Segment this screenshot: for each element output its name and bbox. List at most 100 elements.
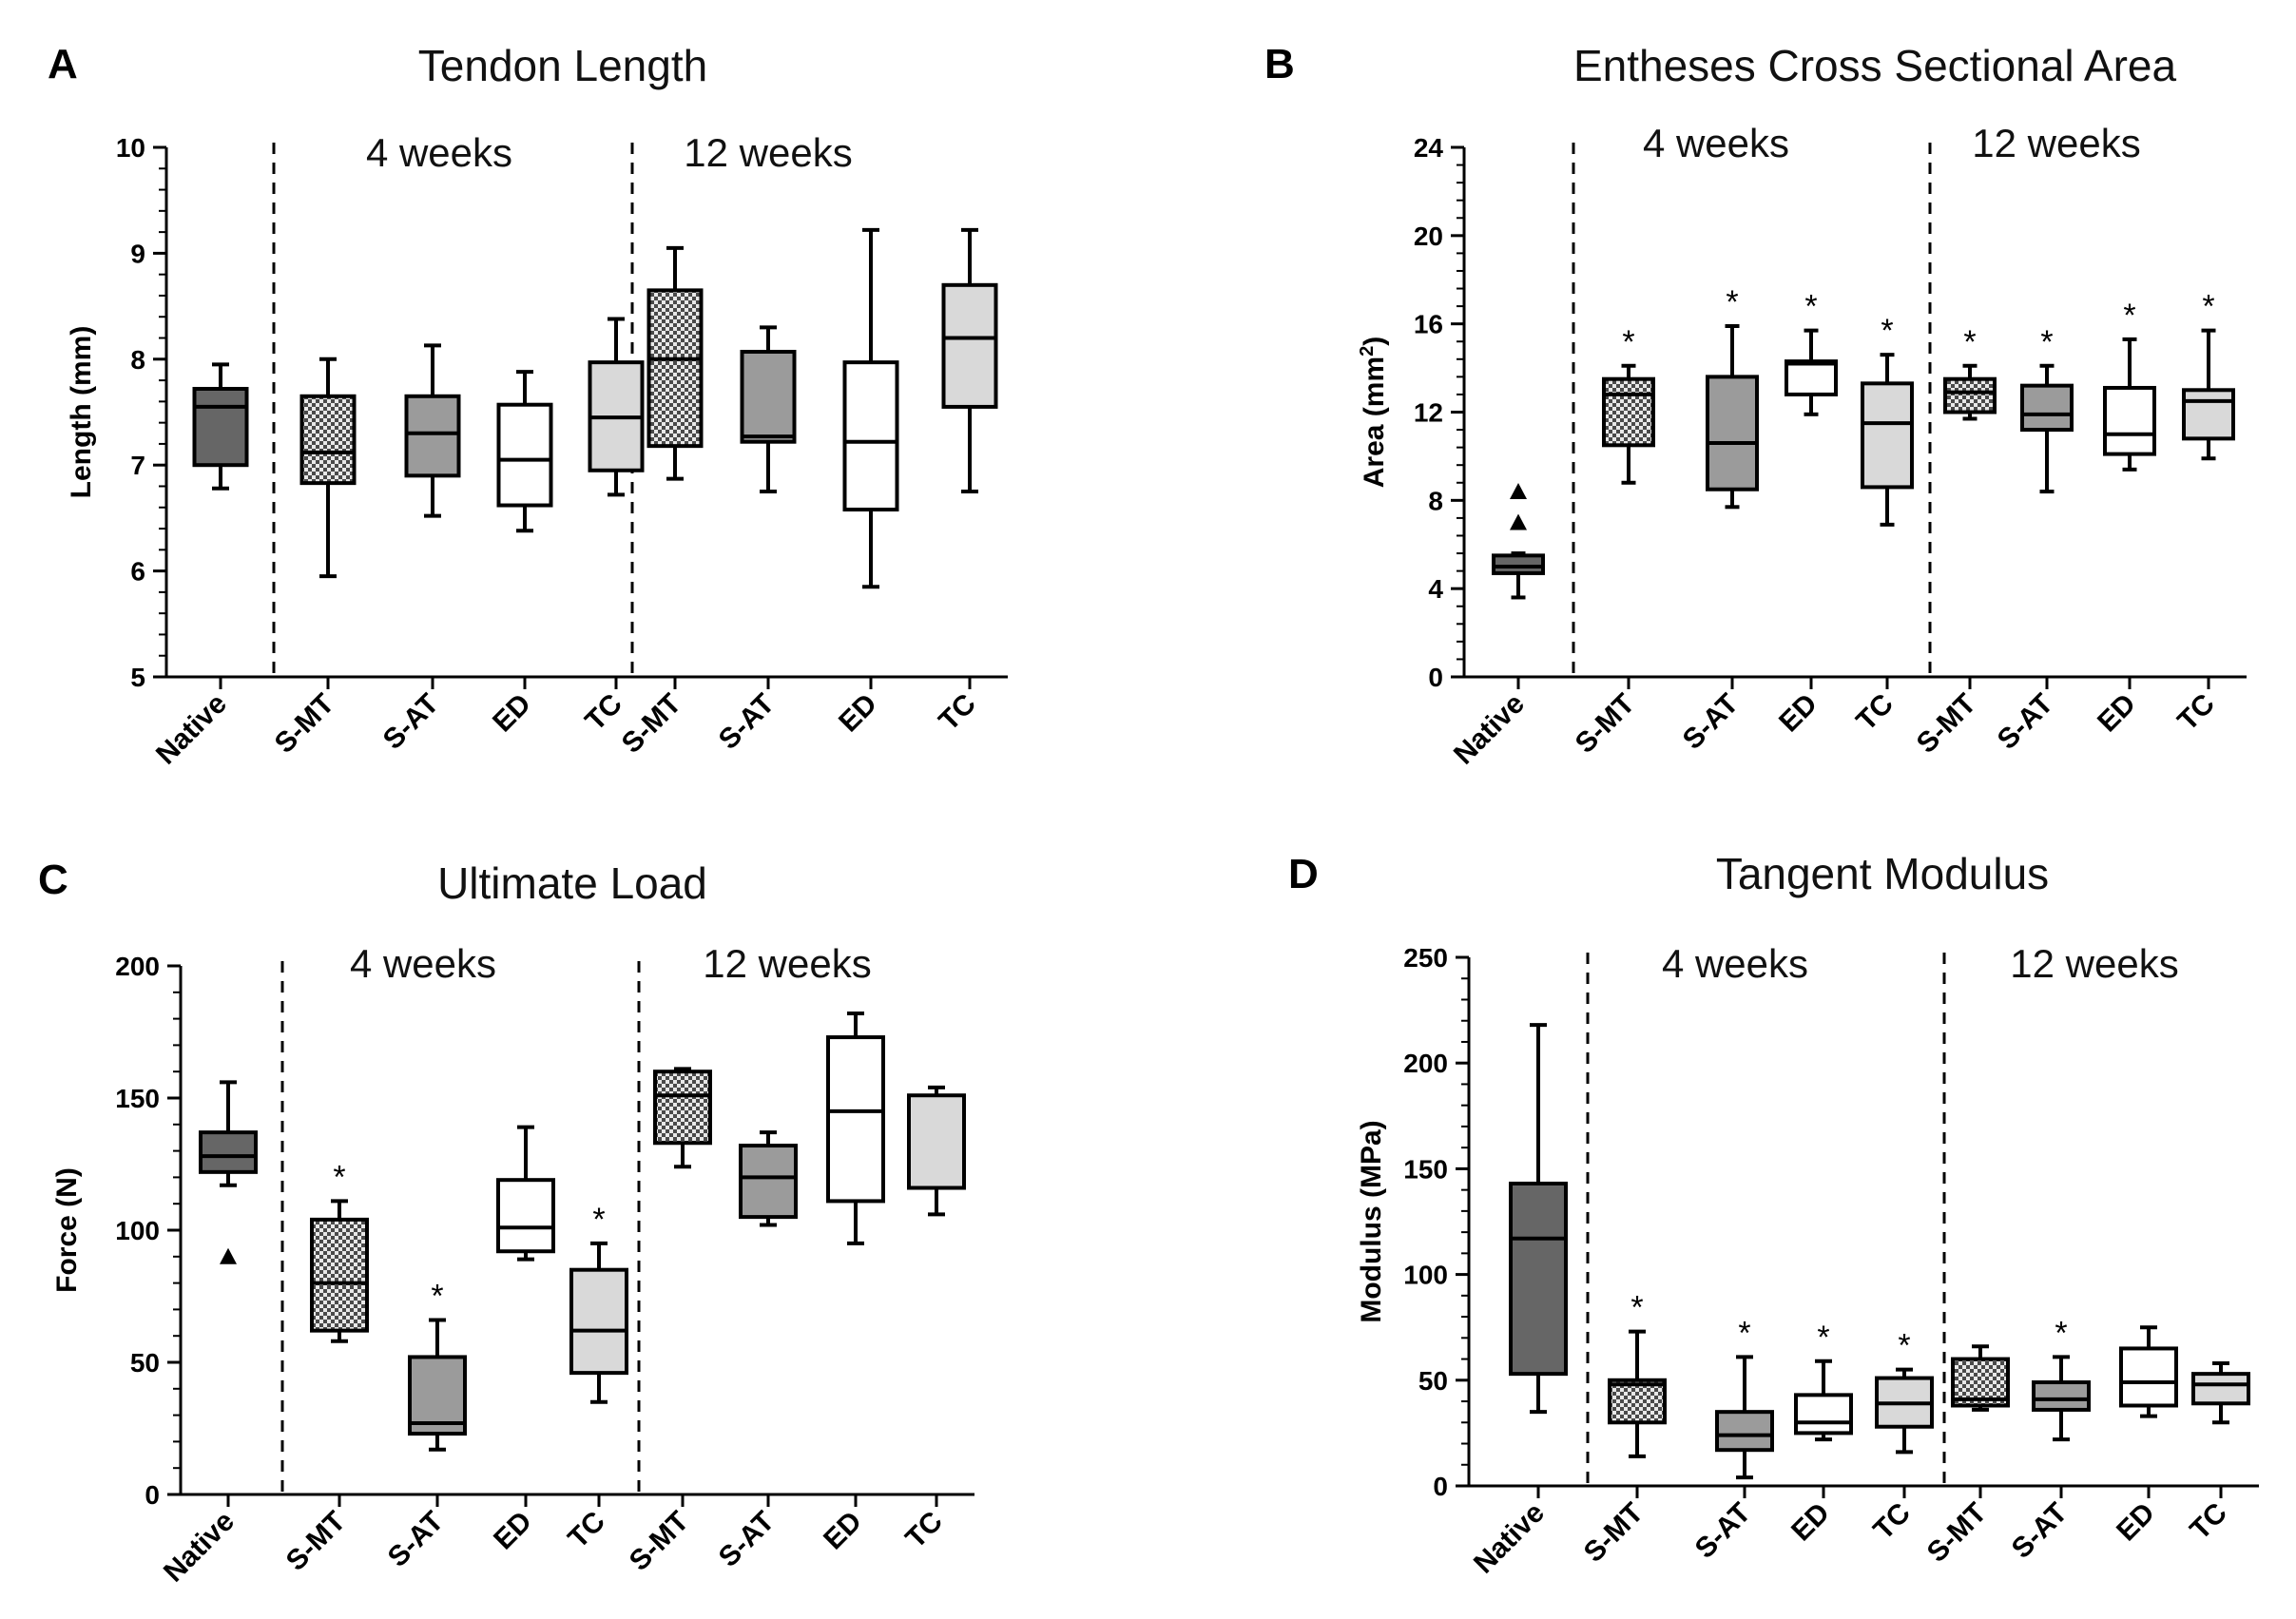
x-tick-label: S-MT	[624, 1506, 695, 1577]
outlier-marker	[1510, 483, 1527, 500]
box-iqr	[299, 394, 357, 486]
box-s-at: * S-AT	[1992, 324, 2074, 756]
y-tick-label: 16	[1414, 310, 1443, 339]
y-tick-label: 7	[130, 451, 145, 480]
y-tick-label: 5	[130, 663, 145, 692]
y-axis-label-text: Length (mm)	[66, 326, 97, 499]
x-tick-label: S-MT	[1570, 688, 1641, 760]
chart-title: Ultimate Load	[437, 858, 707, 908]
group-label: 4 weeks	[1643, 121, 1789, 165]
group-label: 12 weeks	[2010, 941, 2178, 986]
box-native: Native	[1448, 483, 1545, 771]
significance-star: *	[1630, 1290, 1643, 1326]
box-ed: * ED	[2092, 298, 2156, 738]
chart-panel-d: D Tangent Modulus 0 50 100 150 200 250 Modulus (…	[1288, 849, 2259, 1580]
x-tick-label: S-AT	[713, 1506, 781, 1573]
box-ed: * ED	[1773, 289, 1838, 739]
y-tick-label: 50	[1418, 1366, 1448, 1396]
box-iqr	[192, 386, 249, 468]
box-ed: ED	[833, 227, 899, 739]
group-label: 12 weeks	[703, 941, 871, 986]
box-iqr	[653, 1070, 712, 1146]
box-tc: TC	[899, 1085, 966, 1555]
chart-panel-c: C Ultimate Load 0 50 100 150 200 Force (N) 4 wee…	[38, 857, 974, 1589]
chart-panel-a: A Tendon Length 5 6 7 8 9 10 Length (mm) 4 weeks 1…	[48, 41, 1008, 771]
x-tick-label: ED	[833, 688, 883, 739]
box-iqr	[2191, 1372, 2250, 1406]
x-tick-label: ED	[1773, 688, 1823, 739]
y-axis-label: Modulus (MPa)	[1356, 1120, 1387, 1322]
significance-star: *	[1963, 324, 1976, 360]
chart-title: Tendon Length	[418, 41, 707, 90]
significance-star: *	[1622, 324, 1634, 360]
y-axis-label: Force (N)	[51, 1167, 83, 1293]
significance-star: *	[1817, 1320, 1829, 1356]
box-s-mt: S-MT	[269, 357, 357, 760]
group-label: 12 weeks	[1972, 121, 2140, 165]
box-iqr	[404, 394, 461, 478]
panel-letter: D	[1288, 851, 1319, 897]
y-tick-label: 100	[1403, 1261, 1448, 1290]
y-axis-label-superscript: 2	[1357, 346, 1378, 357]
box-s-at: S-AT	[377, 343, 461, 756]
x-tick-label: ED	[1785, 1497, 1836, 1548]
outlier-marker	[1510, 513, 1527, 530]
y-tick-label: 20	[1414, 222, 1443, 251]
chart-panel-b: B Entheses Cross Sectional Area 0 4 8 12 16 20 2…	[1264, 41, 2247, 771]
x-tick-label: ED	[488, 1506, 538, 1556]
y-tick-label: 200	[115, 952, 160, 981]
box-iqr	[1785, 359, 1838, 396]
box-iqr	[496, 1178, 555, 1254]
x-tick-label: ED	[487, 688, 537, 739]
panel-letter: B	[1264, 41, 1295, 87]
x-tick-label: Native	[1468, 1497, 1551, 1580]
y-axis-label-text: Modulus (MPa)	[1356, 1120, 1387, 1322]
box-s-at: * S-AT	[2006, 1315, 2091, 1565]
y-tick-label: 12	[1414, 398, 1443, 428]
x-tick-label: TC	[1850, 688, 1900, 738]
y-tick-label: 6	[130, 557, 145, 587]
box-tc: TC	[933, 227, 998, 738]
group-label: 4 weeks	[350, 941, 496, 986]
x-tick-label: TC	[2184, 1497, 2233, 1547]
box-tc: * TC	[2171, 289, 2235, 737]
y-tick-label: 24	[1414, 133, 1444, 163]
box-iqr	[496, 402, 553, 508]
x-tick-label: S-AT	[382, 1506, 450, 1573]
significance-star: *	[1738, 1315, 1750, 1351]
box-native: Native	[1468, 1023, 1568, 1580]
box-s-at: * S-AT	[382, 1279, 467, 1573]
x-tick-label: ED	[818, 1506, 868, 1556]
box-s-mt: * S-MT	[1911, 324, 1997, 760]
box-iqr	[2119, 1346, 2178, 1408]
group-label: 12 weeks	[684, 130, 852, 175]
y-tick-label: 10	[116, 133, 145, 163]
box-iqr	[826, 1035, 885, 1204]
y-tick-label: 8	[130, 345, 145, 375]
y-tick-label: 150	[115, 1084, 160, 1113]
box-iqr	[310, 1217, 369, 1333]
y-axis-label-text: Area (mm	[1359, 357, 1390, 488]
y-tick-label: 100	[115, 1216, 160, 1245]
x-tick-label: S-AT	[713, 688, 781, 756]
significance-star: *	[1804, 289, 1817, 325]
significance-star: *	[2123, 298, 2135, 334]
box-ed: ED	[818, 1012, 885, 1556]
box-iqr	[740, 350, 797, 444]
x-tick-label: TC	[933, 688, 982, 738]
significance-star: *	[333, 1159, 345, 1195]
x-tick-label: TC	[899, 1506, 949, 1555]
significance-star: *	[2055, 1315, 2067, 1351]
box-iqr	[907, 1093, 966, 1190]
significance-star: *	[1881, 313, 1893, 349]
y-axis-label-text: Force (N)	[51, 1167, 83, 1293]
x-tick-label: S-MT	[616, 688, 687, 760]
box-tc: * TC	[562, 1202, 628, 1554]
x-tick-label: S-MT	[280, 1506, 352, 1577]
x-tick-label: Native	[158, 1506, 241, 1589]
box-s-at: * S-AT	[1689, 1315, 1774, 1565]
box-iqr	[2032, 1380, 2091, 1412]
panel-letter: C	[38, 857, 68, 903]
box-ed: ED	[487, 370, 553, 739]
box-s-mt: S-MT	[624, 1067, 712, 1577]
